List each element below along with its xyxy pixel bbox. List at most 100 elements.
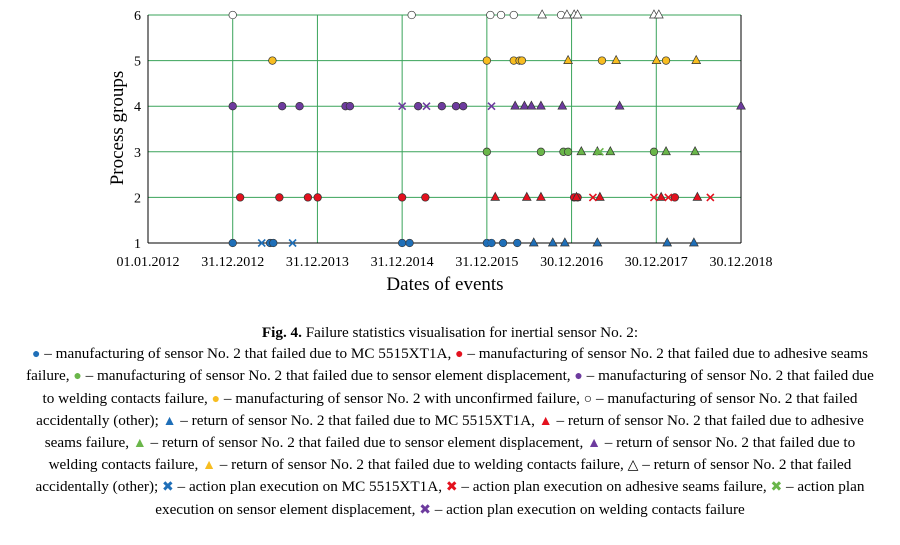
data-point-c_red xyxy=(275,193,284,202)
data-point-t_green xyxy=(605,146,616,156)
data-point-c_red xyxy=(235,193,245,202)
purple-triangle-icon: ▲ xyxy=(587,436,601,452)
data-point-x_blue xyxy=(288,238,297,248)
data-point-c_blue xyxy=(269,238,278,248)
data-point-c_purple xyxy=(295,102,304,111)
x-tick-label: 31.12.2015 xyxy=(455,255,518,270)
y-tick-label: 3 xyxy=(134,146,141,161)
data-point-c_red xyxy=(303,193,313,202)
x-tick-label: 31.12.2013 xyxy=(286,255,349,270)
data-point-c_blue xyxy=(487,238,496,248)
data-point-x_blue xyxy=(485,238,494,248)
data-point-t_white xyxy=(562,9,572,19)
data-point-t_red xyxy=(656,191,667,201)
data-point-c_green xyxy=(536,147,546,156)
green-cross-icon: ✖ xyxy=(770,480,783,496)
x-tick-label: 30.12.2017 xyxy=(625,255,688,270)
data-point-t_white xyxy=(537,9,547,19)
data-point-t_blue xyxy=(662,237,673,247)
data-point-c_purple xyxy=(228,102,237,111)
green-circle-icon: ● xyxy=(73,369,82,385)
caption-intro: Failure statistics visualisation for ine… xyxy=(301,324,639,341)
data-point-x_red xyxy=(588,193,597,202)
data-point-c_white xyxy=(509,10,518,20)
data-point-t_yellow xyxy=(691,54,702,64)
data-point-x_purple xyxy=(487,102,496,111)
data-point-t_blue xyxy=(547,237,558,247)
caption-item-c-purple: – manufacturing of sensor No. 2 that fai… xyxy=(42,367,874,407)
purple-circle-icon: ● xyxy=(574,369,583,385)
data-point-c_yellow xyxy=(482,56,492,65)
y-tick-label: 6 xyxy=(134,9,141,24)
data-point-t_yellow xyxy=(563,54,573,64)
data-point-t_purple xyxy=(557,100,568,110)
data-point-t_purple xyxy=(519,100,530,110)
caption-item-t-purple: – return of sensor No. 2 that failed due… xyxy=(48,434,856,474)
figure-caption: Fig. 4. Failure statistics visualisation… xyxy=(20,322,880,521)
blue-circle-icon: ● xyxy=(31,347,41,363)
x-tick-labels: 01.01.2012 31.12.2012 31.12.2013 31.12.2014… xyxy=(117,255,773,270)
blue-triangle-icon: ▲ xyxy=(162,413,177,429)
data-point-x_purple xyxy=(422,102,431,111)
data-point-c_blue xyxy=(228,238,237,248)
caption-item-t-white: – return of sensor No. 2 that failed acc… xyxy=(35,456,852,496)
data-point-x_purple xyxy=(398,102,407,111)
data-point-c_blue xyxy=(498,238,508,248)
y-axis-title: Process groups xyxy=(107,71,128,186)
caption-figure-number: Fig. 4. xyxy=(261,324,302,341)
caption-item-t-green: – return of sensor No. 2 that failed due… xyxy=(150,434,584,452)
data-point-c_green xyxy=(482,147,492,156)
x-tick-label: 01.01.2012 xyxy=(117,255,180,270)
caption-item-x-blue: – action plan execution on MC 5515XT1A, xyxy=(177,478,443,496)
red-cross-icon: ✖ xyxy=(445,480,458,496)
data-point-x_red xyxy=(664,193,673,202)
data-point-c_purple xyxy=(451,102,461,111)
data-point-c_white xyxy=(496,10,506,20)
data-point-x_red xyxy=(649,193,659,202)
data-point-x_red xyxy=(706,193,715,202)
x-tick-label: 31.12.2014 xyxy=(371,255,434,270)
y-tick-label: 1 xyxy=(134,237,141,252)
x-axis-title: Dates of events xyxy=(386,274,503,295)
data-point-c_white xyxy=(486,10,495,20)
x-tick-label: 31.12.2012 xyxy=(201,255,264,270)
data-point-t_green xyxy=(661,146,671,156)
data-point-t_blue xyxy=(528,237,539,247)
data-point-t_white xyxy=(653,9,664,19)
caption-item-c-red: – manufacturing of sensor No. 2 that fai… xyxy=(26,345,869,385)
data-point-c_red xyxy=(670,193,680,202)
caption-item-x-purple: – action plan execution on welding conta… xyxy=(434,500,745,518)
y-tick-label: 2 xyxy=(134,191,141,206)
caption-item-x-red: – action plan execution on adhesive seam… xyxy=(461,478,767,496)
y-tick-label: 5 xyxy=(134,55,141,70)
data-point-c_purple xyxy=(345,102,355,111)
caption-item-c-blue: – manufacturing of sensor No. 2 that fai… xyxy=(44,345,452,363)
yellow-circle-icon: ● xyxy=(211,391,221,407)
data-point-t_red xyxy=(692,191,703,201)
data-point-c_white xyxy=(228,10,237,20)
caption-item-x-green: – action plan execution on sensor elemen… xyxy=(155,478,865,518)
data-point-c_blue xyxy=(513,238,522,248)
red-triangle-icon: ▲ xyxy=(538,413,553,429)
open-circle-icon: ○ xyxy=(583,391,593,407)
data-point-t_red xyxy=(571,191,582,201)
data-point-t_red xyxy=(521,191,532,201)
y-tick-labels: 1 2 3 4 5 6 xyxy=(134,9,141,252)
failure-scatter-chart: 1 2 3 4 5 6 01.01.2012 31.12.2012 31.12.2013 31.… xyxy=(107,9,773,295)
data-point-c_blue xyxy=(397,238,407,248)
data-point-c_purple xyxy=(437,102,446,111)
data-point-c_green xyxy=(563,147,573,156)
caption-item-c-white: – manufacturing of sensor No. 2 that fai… xyxy=(36,389,858,429)
data-point-c_purple xyxy=(278,102,287,111)
data-point-c_yellow xyxy=(597,56,607,65)
yellow-triangle-icon: ▲ xyxy=(202,458,216,474)
data-point-x_blue xyxy=(257,238,266,248)
data-point-c_red xyxy=(421,193,430,202)
y-tick-label: 4 xyxy=(134,100,141,115)
data-point-t_blue xyxy=(592,237,603,247)
green-triangle-icon: ▲ xyxy=(132,436,147,452)
blue-cross-icon: ✖ xyxy=(162,480,174,496)
data-point-t_blue xyxy=(559,237,570,247)
data-point-c_purple xyxy=(414,102,423,111)
data-point-c_green xyxy=(649,147,659,156)
